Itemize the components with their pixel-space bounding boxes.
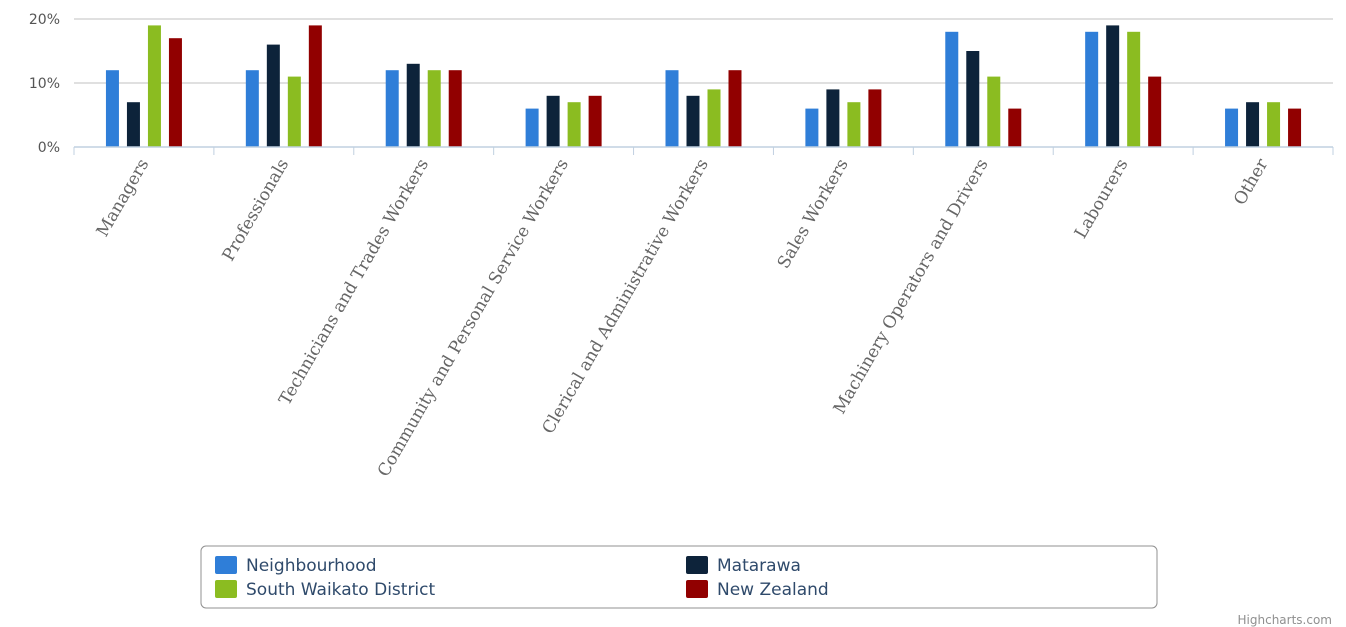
legend-label: Neighbourhood [246, 556, 377, 576]
bar[interactable] [987, 76, 1001, 147]
x-tick-label: Professionals [219, 156, 294, 265]
bar[interactable] [588, 95, 602, 147]
x-tick-label: Managers [93, 156, 154, 241]
legend-label: New Zealand [717, 580, 829, 600]
bar[interactable] [406, 63, 420, 147]
bar[interactable] [847, 102, 861, 147]
y-tick-label: 10% [29, 76, 60, 92]
bar[interactable] [287, 76, 301, 147]
bar[interactable] [245, 70, 259, 147]
bar[interactable] [168, 38, 182, 148]
bar[interactable] [945, 31, 959, 147]
bar[interactable] [1246, 102, 1260, 147]
bar[interactable] [448, 70, 462, 147]
bar[interactable] [427, 70, 441, 147]
bar[interactable] [1148, 76, 1162, 147]
legend-box [200, 545, 1158, 609]
x-tick-label: Labourers [1071, 156, 1133, 243]
legend-item[interactable]: Neighbourhood [215, 556, 377, 576]
y-axis-labels: 0% 10% 20% [29, 12, 60, 156]
y-tick-label: 20% [29, 12, 60, 28]
legend-item[interactable]: Matarawa [686, 556, 801, 576]
bar[interactable] [966, 51, 980, 147]
bar[interactable] [385, 70, 399, 147]
credits-text[interactable]: Highcharts.com [1238, 613, 1332, 627]
bar[interactable] [546, 95, 560, 147]
legend-label: Matarawa [717, 556, 801, 576]
legend-swatch [686, 580, 708, 598]
legend: Neighbourhood Matarawa South Waikato Distr… [200, 545, 1158, 609]
x-tick-label: Technicians and Trades Workers [275, 156, 433, 409]
bar[interactable] [686, 95, 700, 147]
bar[interactable] [147, 25, 161, 147]
legend-swatch [686, 556, 708, 574]
bar[interactable] [1106, 25, 1120, 147]
bar[interactable] [707, 89, 721, 147]
bar[interactable] [105, 70, 119, 147]
bar[interactable] [665, 70, 679, 147]
legend-item[interactable]: New Zealand [686, 580, 829, 600]
bar[interactable] [266, 44, 280, 147]
bar[interactable] [728, 70, 742, 147]
bar[interactable] [868, 89, 882, 147]
y-tick-label: 0% [38, 140, 60, 156]
x-tick-label: Clerical and Administrative Workers [538, 156, 712, 438]
bar[interactable] [1127, 31, 1141, 147]
bar[interactable] [1288, 108, 1302, 147]
bar[interactable] [525, 108, 539, 147]
x-tick-label: Machinery Operators and Drivers [830, 156, 993, 418]
legend-swatch [215, 580, 237, 598]
bar[interactable] [1085, 31, 1099, 147]
x-axis [73, 146, 1334, 155]
bar[interactable] [567, 102, 581, 147]
bar[interactable] [1267, 102, 1281, 147]
grid-lines [74, 18, 1333, 84]
x-tick-label: Sales Workers [774, 156, 853, 273]
bar[interactable] [1008, 108, 1022, 147]
bars [105, 25, 1302, 148]
legend-item[interactable]: South Waikato District [215, 580, 436, 600]
legend-swatch [215, 556, 237, 574]
bar[interactable] [126, 102, 140, 147]
bar[interactable] [826, 89, 840, 147]
bar[interactable] [805, 108, 819, 147]
bar[interactable] [308, 25, 322, 147]
x-tick-label: Other [1230, 155, 1273, 209]
legend-label: South Waikato District [246, 580, 436, 600]
bar[interactable] [1225, 108, 1239, 147]
